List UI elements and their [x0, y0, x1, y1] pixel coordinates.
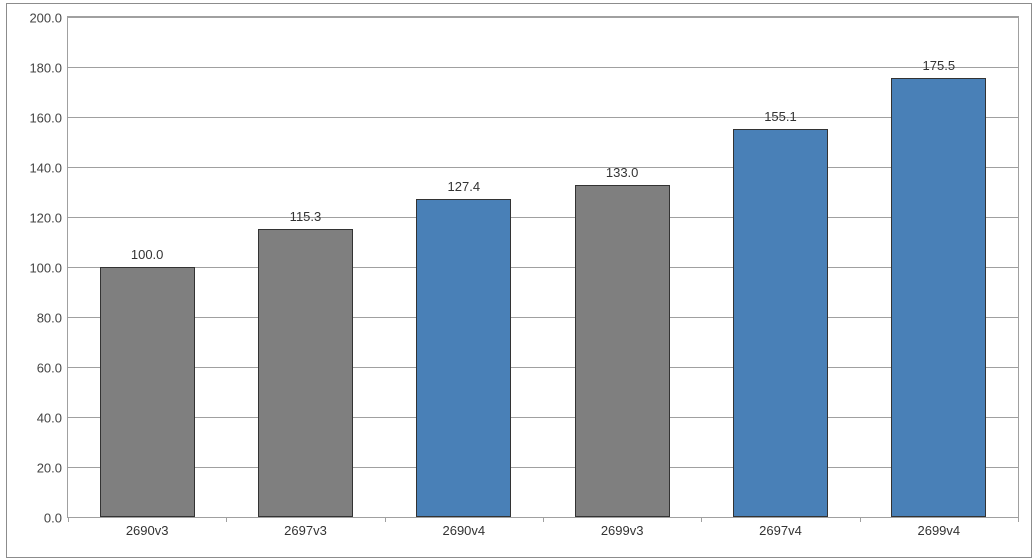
- ytick-label: 160.0: [29, 111, 62, 126]
- bar-value-label: 100.0: [131, 247, 164, 262]
- xtick-mark: [226, 517, 227, 522]
- bar: 133.0: [575, 185, 670, 518]
- xtick-label: 2699v3: [601, 523, 644, 538]
- bar-value-label: 155.1: [764, 109, 797, 124]
- xtick-label: 2690v3: [126, 523, 169, 538]
- plot-area: 0.0 20.0 40.0 60.0 80.0 100.0 120.0 140.…: [67, 16, 1019, 518]
- bar-value-label: 115.3: [290, 209, 322, 224]
- xtick-mark: [860, 517, 861, 522]
- xtick-label: 2697v4: [759, 523, 802, 538]
- bar: 155.1: [733, 129, 828, 517]
- xtick-mark: [68, 517, 69, 522]
- bars-layer: 100.0 2690v3 115.3 2697v3 127.4 2690v4 1…: [68, 17, 1018, 517]
- ytick-label: 40.0: [37, 411, 62, 426]
- ytick-label: 80.0: [37, 311, 62, 326]
- bar-value-label: 175.5: [923, 58, 956, 73]
- ytick-label: 60.0: [37, 361, 62, 376]
- xtick-mark: [543, 517, 544, 522]
- xtick-mark: [1018, 517, 1019, 522]
- bar-value-label: 133.0: [606, 165, 639, 180]
- ytick-label: 100.0: [29, 261, 62, 276]
- xtick-mark: [701, 517, 702, 522]
- ytick-label: 180.0: [29, 61, 62, 76]
- chart-frame: 0.0 20.0 40.0 60.0 80.0 100.0 120.0 140.…: [6, 3, 1032, 558]
- xtick-label: 2690v4: [442, 523, 485, 538]
- ytick-label: 0.0: [44, 511, 62, 526]
- ytick-label: 120.0: [29, 211, 62, 226]
- bar: 127.4: [416, 199, 511, 518]
- xtick-label: 2699v4: [917, 523, 960, 538]
- ytick-label: 200.0: [29, 11, 62, 26]
- ytick-label: 20.0: [37, 461, 62, 476]
- ytick-label: 140.0: [29, 161, 62, 176]
- xtick-label: 2697v3: [284, 523, 327, 538]
- bar: 175.5: [891, 78, 986, 517]
- xtick-mark: [385, 517, 386, 522]
- bar: 100.0: [100, 267, 195, 517]
- bar-value-label: 127.4: [448, 179, 481, 194]
- bar: 115.3: [258, 229, 353, 517]
